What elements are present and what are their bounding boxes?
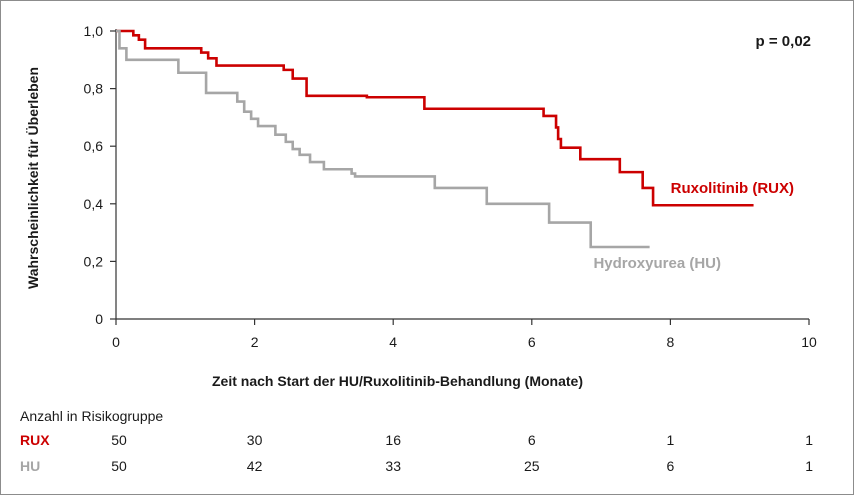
y-tick-label: 0,2 [84, 253, 104, 269]
risk-cell: 16 [385, 432, 401, 448]
x-axis-title: Zeit nach Start der HU/Ruxolitinib-Behan… [212, 373, 583, 389]
y-tick-label: 0,4 [84, 196, 104, 212]
y-tick-label: 0,6 [84, 138, 104, 154]
labels-group: Zeit nach Start der HU/Ruxolitinib-Behan… [25, 33, 811, 389]
y-axis-title: Wahrscheinlichkeit für Überleben [25, 67, 41, 289]
x-tick-label: 4 [389, 334, 397, 350]
risk-cell: 42 [247, 458, 263, 474]
risk-table-title: Anzahl in Risikogruppe [20, 408, 163, 424]
x-tick-label: 0 [112, 334, 120, 350]
risk-cell: 30 [247, 432, 263, 448]
axes: 0 2 4 6 8 10 0 0,2 0,4 0,6 0,8 1,0 [84, 23, 817, 350]
risk-cell: 1 [805, 432, 813, 448]
series-line-rux [116, 29, 754, 207]
y-tick-label: 0 [95, 311, 103, 327]
risk-cell: 1 [667, 432, 675, 448]
risk-cell: 50 [111, 432, 127, 448]
risk-cell: 6 [528, 432, 536, 448]
risk-cell: 1 [805, 458, 813, 474]
y-tick-label: 1,0 [84, 23, 104, 39]
risk-cell: 6 [667, 458, 675, 474]
x-tick-label: 8 [667, 334, 675, 350]
risk-row-label: RUX [20, 432, 50, 448]
series-label-hu: Hydroxyurea (HU) [593, 255, 721, 272]
series-line-hu [116, 29, 650, 249]
series-group [116, 29, 754, 249]
risk-row-label: HU [20, 458, 40, 474]
x-tick-label: 6 [528, 334, 536, 350]
x-tick-label: 2 [251, 334, 259, 350]
p-value-annotation: p = 0,02 [756, 33, 811, 50]
risk-cell: 33 [385, 458, 401, 474]
series-label-rux: Ruxolitinib (RUX) [671, 180, 794, 197]
x-tick-label: 10 [801, 334, 817, 350]
risk-cell: 25 [524, 458, 540, 474]
y-tick-label: 0,8 [84, 81, 104, 97]
risk-cell: 50 [111, 458, 127, 474]
